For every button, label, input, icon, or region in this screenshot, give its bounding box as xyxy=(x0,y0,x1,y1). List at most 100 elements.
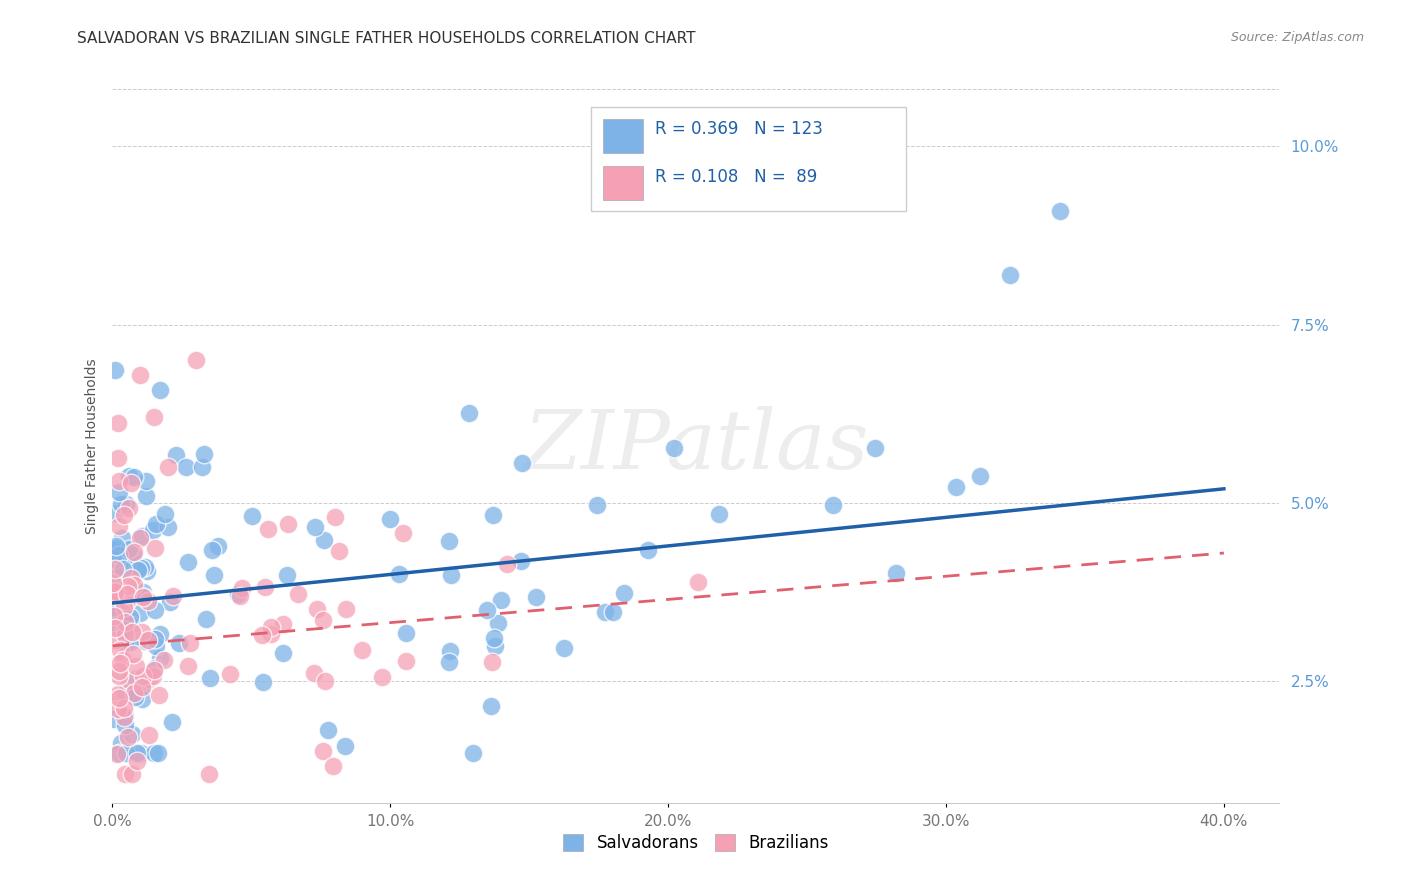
Text: SALVADORAN VS BRAZILIAN SINGLE FATHER HOUSEHOLDS CORRELATION CHART: SALVADORAN VS BRAZILIAN SINGLE FATHER HO… xyxy=(77,31,696,46)
Point xyxy=(104,621,127,635)
Point xyxy=(131,625,153,640)
Point xyxy=(131,680,153,694)
Point xyxy=(287,587,309,601)
Point xyxy=(149,384,172,398)
Point xyxy=(142,663,165,677)
Point xyxy=(124,686,146,700)
Point xyxy=(312,613,335,627)
Point xyxy=(153,508,176,522)
Point xyxy=(112,701,135,715)
Point xyxy=(112,508,135,522)
Point xyxy=(821,498,844,512)
Point xyxy=(524,590,547,604)
Point xyxy=(333,739,356,753)
Point xyxy=(117,579,139,593)
Point xyxy=(152,653,174,667)
Point xyxy=(252,675,274,690)
Point xyxy=(371,669,394,683)
Point xyxy=(323,510,346,524)
Point xyxy=(969,469,991,483)
Point xyxy=(105,539,128,553)
Point xyxy=(127,563,149,577)
Point xyxy=(602,606,624,620)
Point xyxy=(124,673,146,687)
Point xyxy=(159,595,181,609)
Point xyxy=(107,451,129,466)
Point xyxy=(231,581,253,595)
Point xyxy=(198,671,221,685)
Point xyxy=(271,646,294,660)
Point xyxy=(103,602,125,616)
Point xyxy=(138,728,160,742)
Y-axis label: Single Father Households: Single Father Households xyxy=(84,359,98,533)
Point xyxy=(135,489,157,503)
Point xyxy=(131,692,153,706)
Point xyxy=(143,410,166,425)
Point xyxy=(122,548,145,562)
Point xyxy=(115,587,138,601)
Point xyxy=(486,616,509,631)
Point xyxy=(271,617,294,632)
Point xyxy=(110,656,132,670)
Point xyxy=(437,655,460,669)
Point xyxy=(101,576,124,591)
FancyBboxPatch shape xyxy=(603,120,644,153)
Point xyxy=(305,602,328,616)
Point xyxy=(107,687,129,701)
Point xyxy=(475,603,498,617)
Point xyxy=(134,559,156,574)
Text: R = 0.369   N = 123: R = 0.369 N = 123 xyxy=(655,120,823,138)
Point xyxy=(120,610,142,624)
Point xyxy=(148,688,170,702)
Point xyxy=(218,667,240,681)
Point xyxy=(117,730,139,744)
Point xyxy=(129,561,152,575)
Point xyxy=(143,541,166,556)
FancyBboxPatch shape xyxy=(591,107,905,211)
Point xyxy=(335,602,357,616)
Point xyxy=(115,497,138,511)
Point xyxy=(226,587,249,601)
Point xyxy=(112,599,135,614)
Point xyxy=(392,525,415,540)
Point xyxy=(160,714,183,729)
Point xyxy=(117,594,139,608)
Point xyxy=(118,469,141,483)
Point xyxy=(1049,203,1071,218)
Point xyxy=(114,709,136,723)
Point xyxy=(105,541,128,556)
Point xyxy=(105,570,128,584)
Point xyxy=(260,619,283,633)
Point xyxy=(479,699,502,714)
Point xyxy=(276,568,298,582)
Point xyxy=(240,508,263,523)
Point xyxy=(314,674,336,689)
Point xyxy=(105,586,128,600)
Point xyxy=(304,520,326,534)
Point xyxy=(134,633,156,648)
Point xyxy=(998,268,1021,282)
Point xyxy=(108,669,131,683)
Point xyxy=(114,718,136,732)
Point xyxy=(709,508,731,522)
Point xyxy=(114,623,136,637)
Point xyxy=(179,636,201,650)
Point xyxy=(108,519,131,533)
Point xyxy=(593,606,616,620)
Point xyxy=(458,406,481,420)
Point xyxy=(314,533,336,547)
Point xyxy=(132,590,155,604)
Point xyxy=(198,767,221,781)
Point xyxy=(101,552,124,566)
Point xyxy=(107,691,129,706)
Point xyxy=(108,665,131,679)
Point xyxy=(193,446,215,460)
Point xyxy=(105,747,128,761)
Point xyxy=(156,520,179,534)
Point xyxy=(481,655,503,669)
Point xyxy=(277,517,299,532)
Point xyxy=(509,554,531,568)
Point xyxy=(104,562,127,576)
Point xyxy=(143,632,166,647)
Point xyxy=(484,640,506,654)
